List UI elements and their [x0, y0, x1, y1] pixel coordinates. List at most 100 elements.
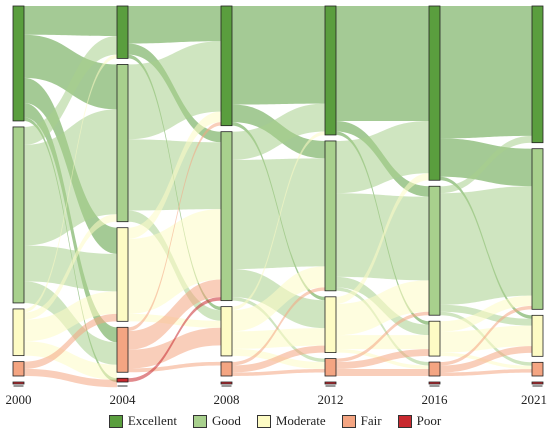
legend-label-poor: Poor [416, 413, 442, 428]
legend-swatch-moderate [256, 414, 271, 428]
legend-label-excellent: Excellent [127, 413, 177, 428]
node-2016-moderate [428, 320, 441, 357]
node-2008-moderate [220, 306, 233, 357]
node-2012-good [324, 140, 337, 292]
year-label-2004: 2004 [110, 392, 137, 407]
flow-2000-good-to-good [24, 109, 117, 246]
flow-2012-fair-to-good [336, 311, 429, 363]
legend: Excellent Good Moderate Fair Poor [0, 411, 550, 431]
flow-2012-good-to-fair [336, 287, 429, 366]
legend-swatch-poor [397, 414, 412, 428]
flow-2008-good-to-excellent [232, 103, 325, 160]
flow-2000-excellent-to-excellent [24, 6, 117, 36]
legend-swatch-fair [341, 414, 356, 428]
node-2012-fair [324, 358, 337, 377]
node-2016-good [428, 185, 441, 316]
legend-swatch-good [192, 414, 207, 428]
flow-2012-good-to-excellent [336, 121, 429, 194]
flow-2000-moderate-to-moderate [24, 291, 117, 342]
legend-swatch-excellent [108, 414, 123, 428]
year-label-2008: 2008 [214, 392, 240, 407]
flow-2004-excellent-to-excellent [128, 6, 221, 44]
legend-item-fair: Fair [341, 413, 382, 429]
flow-2008-fair-to-moderate [232, 345, 325, 373]
flow-2008-moderate-to-good [232, 266, 325, 332]
flow-2008-moderate-to-excellent [232, 131, 325, 311]
flow-2008-fair-to-good [232, 287, 325, 366]
node-2004-fair [116, 326, 129, 373]
flow-2000-fair-to-fair [24, 368, 117, 388]
flow-2000-moderate-to-excellent [24, 54, 117, 313]
node-2021-poor [531, 381, 544, 385]
flow-2016-moderate-to-good [440, 295, 532, 332]
node-2008-good [220, 131, 233, 302]
flow-2008-good-to-good [232, 158, 325, 269]
node-2016-excellent [428, 5, 441, 181]
flow-2008-good-to-fair [232, 297, 325, 363]
legend-item-poor: Poor [397, 413, 442, 429]
node-2016-poor [428, 381, 441, 385]
nodes-layer [12, 5, 544, 385]
node-2000-moderate [12, 308, 25, 357]
flow-2012-moderate-to-excellent [336, 173, 429, 304]
flow-2000-excellent-to-poor [24, 117, 117, 383]
legend-label-moderate: Moderate [275, 413, 326, 428]
legend-label-fair: Fair [360, 413, 382, 428]
node-2012-poor [324, 381, 337, 385]
node-2016-fair [428, 361, 441, 377]
node-2000-poor [12, 381, 25, 385]
flow-2008-moderate-to-moderate [232, 328, 325, 349]
flow-2000-moderate-to-good [24, 214, 117, 320]
flow-2012-moderate-to-good [336, 280, 429, 336]
flow-2004-fair-to-good [128, 279, 221, 350]
node-2008-excellent [220, 5, 233, 127]
node-2008-poor [220, 381, 233, 385]
node-2004-poor [116, 377, 129, 383]
node-2000-good [12, 126, 25, 304]
node-2000-excellent [12, 5, 25, 122]
flow-2000-good-to-excellent [24, 35, 117, 145]
flow-2016-fair-to-good [440, 305, 532, 366]
year-label-2016: 2016 [422, 392, 449, 407]
legend-item-excellent: Excellent [108, 413, 177, 429]
flows-layer [24, 6, 532, 388]
node-2000-fair [12, 361, 25, 377]
flow-2008-excellent-to-excellent [232, 6, 325, 105]
flow-2000-excellent-to-good [24, 34, 117, 110]
flow-2004-fair-to-moderate [128, 327, 221, 369]
node-2004-moderate [116, 227, 129, 322]
flow-2004-fair-to-excellent [128, 122, 221, 332]
flow-2016-fair-to-moderate [440, 346, 532, 373]
flow-2012-moderate-to-moderate [336, 335, 429, 350]
node-2008-fair [220, 361, 233, 377]
node-2012-excellent [324, 5, 337, 136]
flow-2016-fair-to-fair [440, 369, 532, 376]
node-2021-good [531, 148, 544, 310]
year-label-2012: 2012 [318, 392, 344, 407]
flow-2016-good-to-good [440, 186, 532, 305]
flow-2012-fair-to-moderate [336, 349, 429, 370]
flow-2016-good-to-excellent [440, 135, 532, 194]
node-2021-fair [531, 361, 544, 377]
legend-item-good: Good [192, 413, 241, 429]
node-2012-moderate [324, 296, 337, 353]
node-2021-moderate [531, 314, 544, 357]
flow-2004-moderate-to-good [128, 209, 221, 314]
year-axis: 2000 2004 2008 2012 2016 2021 [6, 385, 547, 407]
flow-2016-excellent-to-excellent [440, 6, 532, 139]
flow-2004-moderate-to-excellent [128, 111, 221, 239]
flow-2012-fair-to-fair [336, 369, 429, 376]
flow-2000-moderate-to-fair [24, 341, 117, 380]
year-label-2000: 2000 [6, 392, 32, 407]
node-2004-good [116, 64, 129, 223]
flow-2016-moderate-to-moderate [440, 325, 532, 353]
legend-label-good: Good [211, 413, 241, 428]
node-2021-excellent [531, 5, 544, 144]
flow-2008-fair-to-fair [232, 369, 325, 376]
flow-2012-excellent-to-excellent [336, 6, 429, 122]
node-2004-excellent [116, 5, 129, 59]
flow-2004-good-to-excellent [128, 41, 221, 140]
flow-2004-poor-to-good [128, 297, 221, 382]
legend-item-moderate: Moderate [256, 413, 326, 429]
